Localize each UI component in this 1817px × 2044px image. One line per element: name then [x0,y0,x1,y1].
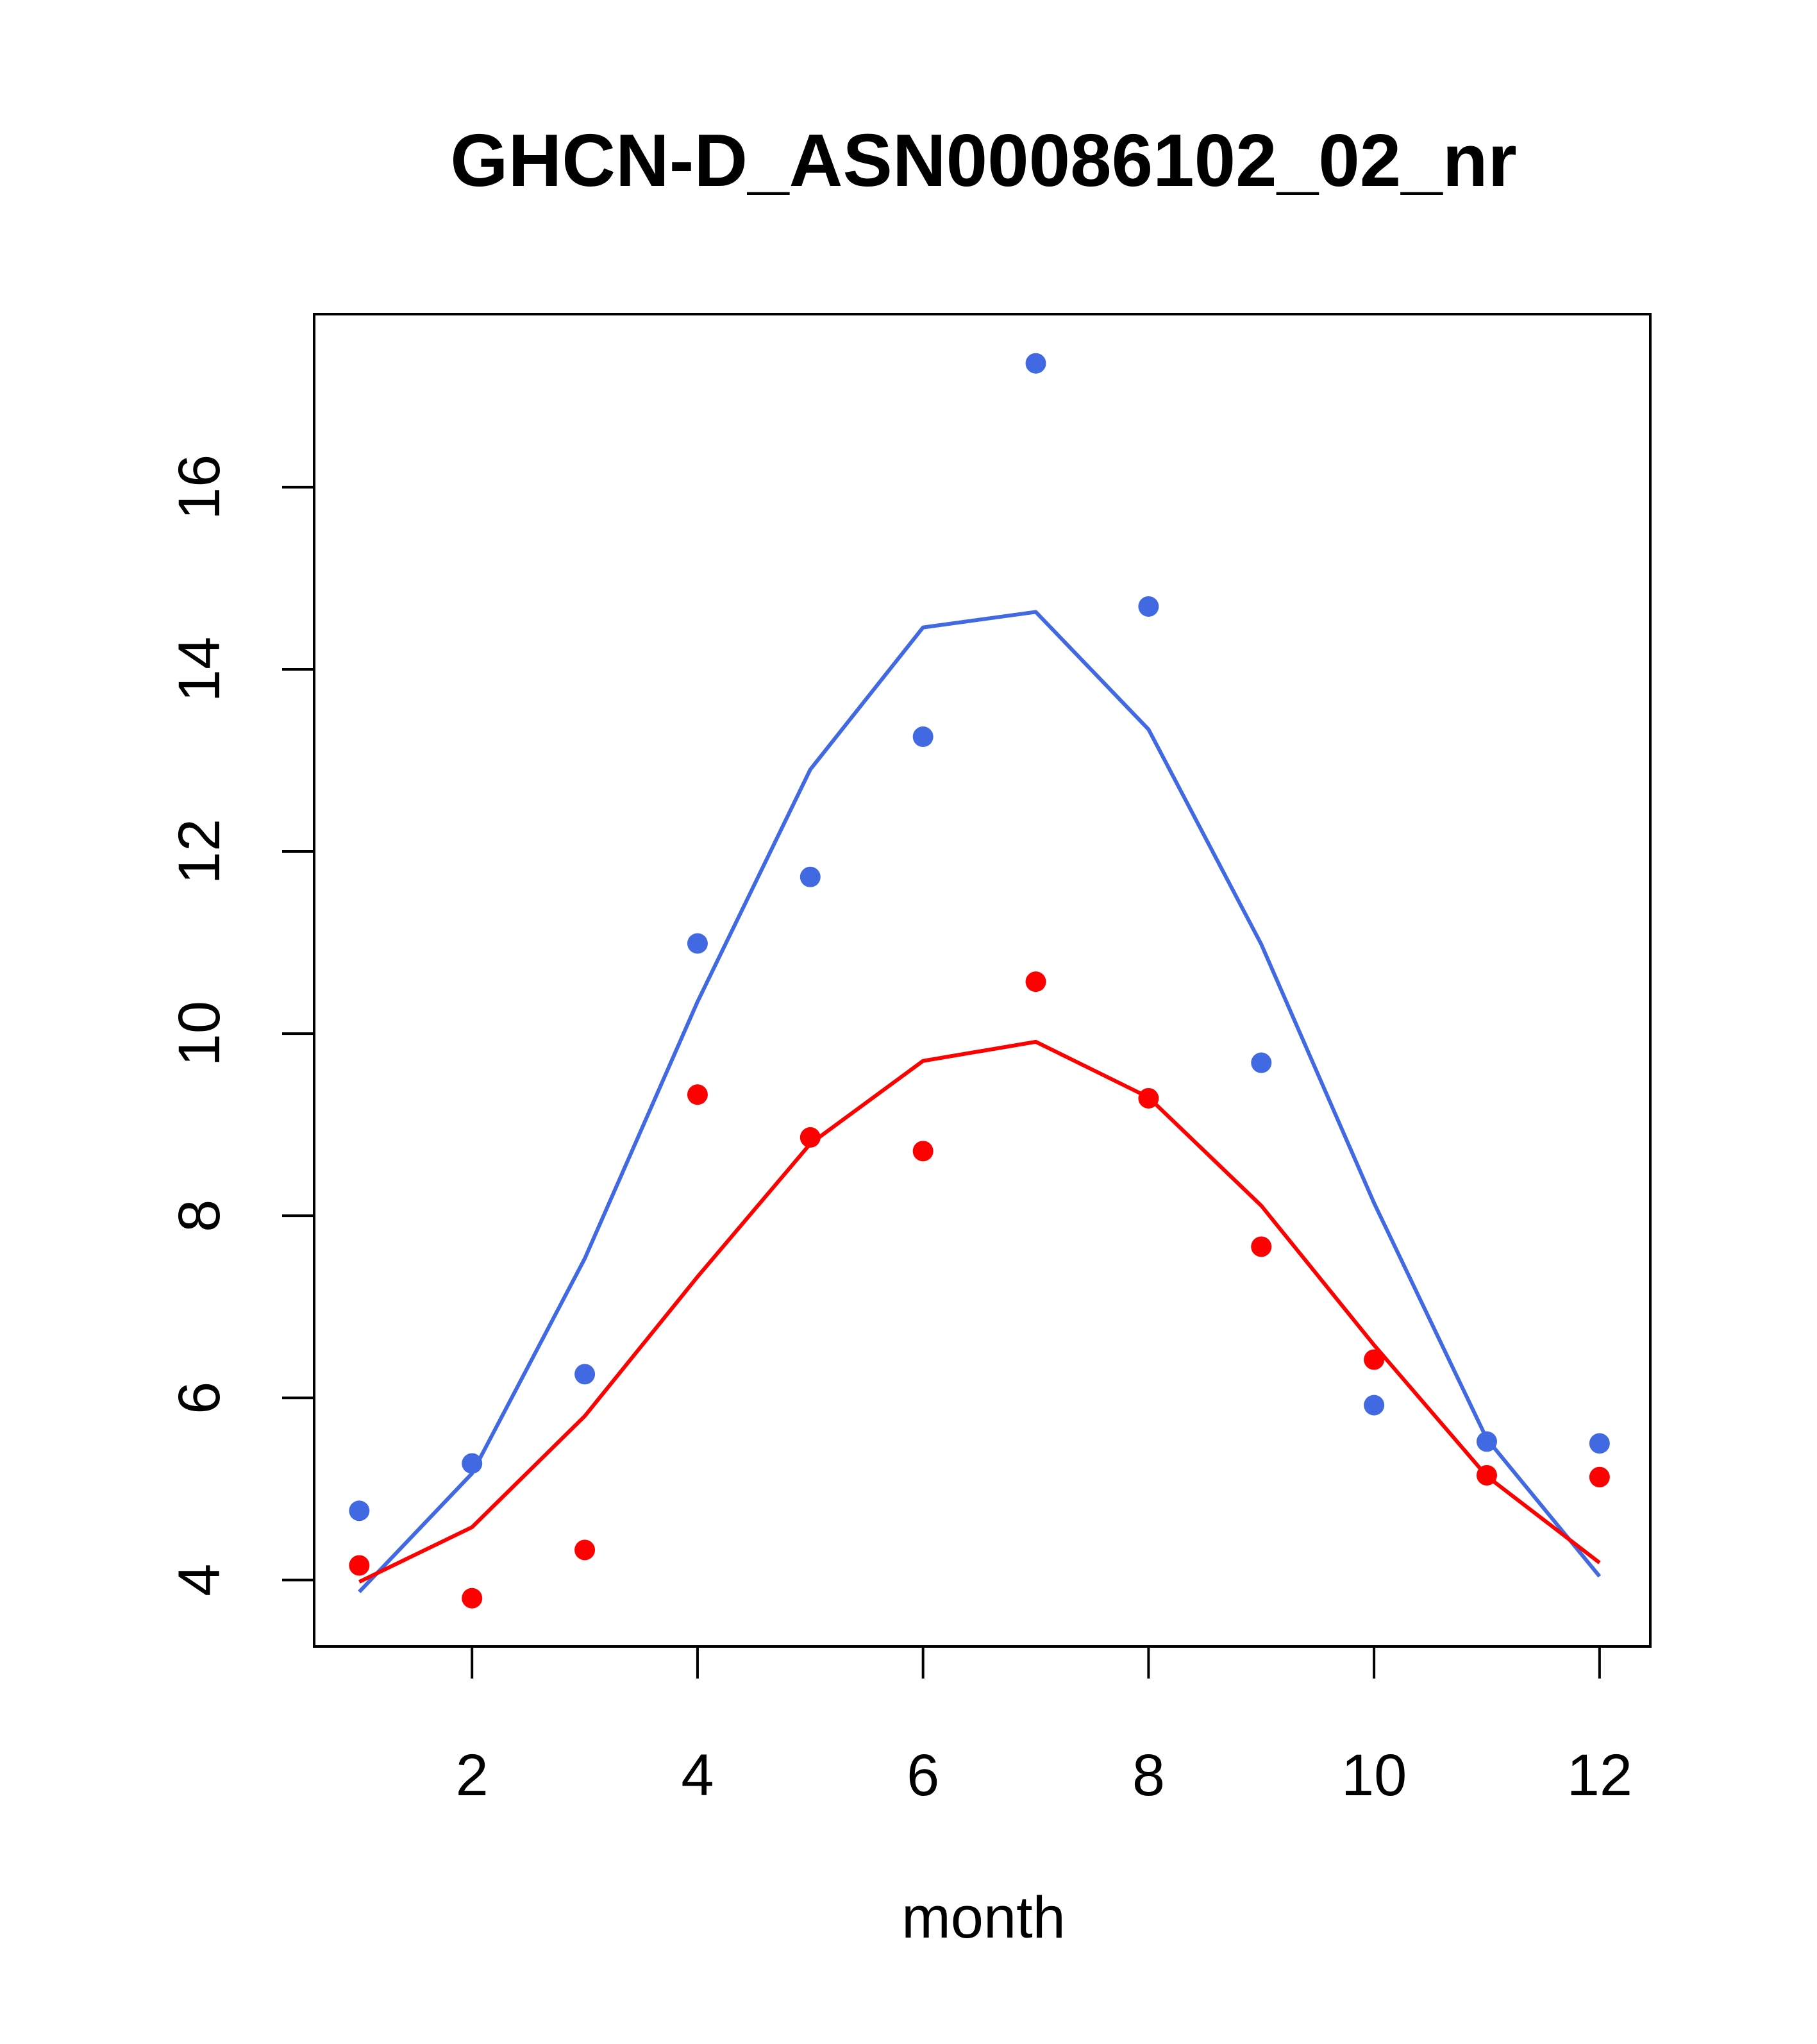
data-point [687,933,708,954]
x-tick-label: 8 [1132,1743,1165,1808]
data-point [1364,1349,1385,1370]
series-line [358,1039,1601,1584]
x-tick-label: 10 [1341,1743,1407,1808]
data-point [800,1127,821,1148]
y-axis: 4 6 8 10 12 14 16 [167,455,315,1596]
x-tick-label: 2 [456,1743,489,1808]
data-point [1251,1052,1272,1073]
data-point [1138,596,1159,617]
data-point [574,1364,596,1385]
data-point [1364,1395,1385,1416]
data-point [912,1141,934,1162]
data-point [1025,353,1046,374]
chart-title: GHCN-D_ASN00086102_02_nr [450,119,1517,202]
data-point [800,866,821,887]
data-point [1476,1464,1497,1486]
y-tick-label: 4 [167,1564,232,1596]
x-tick-label: 12 [1567,1743,1632,1808]
y-tick-label: 6 [167,1382,232,1414]
data-point [349,1500,370,1521]
series-line [358,610,1602,1593]
data-point [462,1453,483,1474]
series-layer [349,353,1610,1609]
data-point [349,1555,370,1576]
y-tick-label: 8 [167,1200,232,1232]
x-axis: 2 4 6 8 10 12 [456,1645,1632,1808]
x-tick-label: 6 [907,1743,939,1808]
y-tick-label: 12 [167,819,232,884]
plot-frame [313,313,1652,1648]
data-point [574,1539,596,1561]
y-tick-label: 10 [167,1001,232,1066]
x-axis-label: month [901,1885,1066,1950]
data-point [912,726,934,748]
data-point [1476,1431,1497,1452]
data-point [687,1084,708,1105]
y-tick-label: 16 [167,455,232,520]
x-tick-label: 4 [681,1743,714,1808]
data-point [1589,1466,1610,1487]
data-point [1589,1433,1610,1454]
y-tick-label: 14 [167,637,232,702]
data-point [462,1587,483,1609]
data-point [1251,1236,1272,1257]
data-point [1025,971,1046,993]
data-point [1138,1087,1159,1109]
